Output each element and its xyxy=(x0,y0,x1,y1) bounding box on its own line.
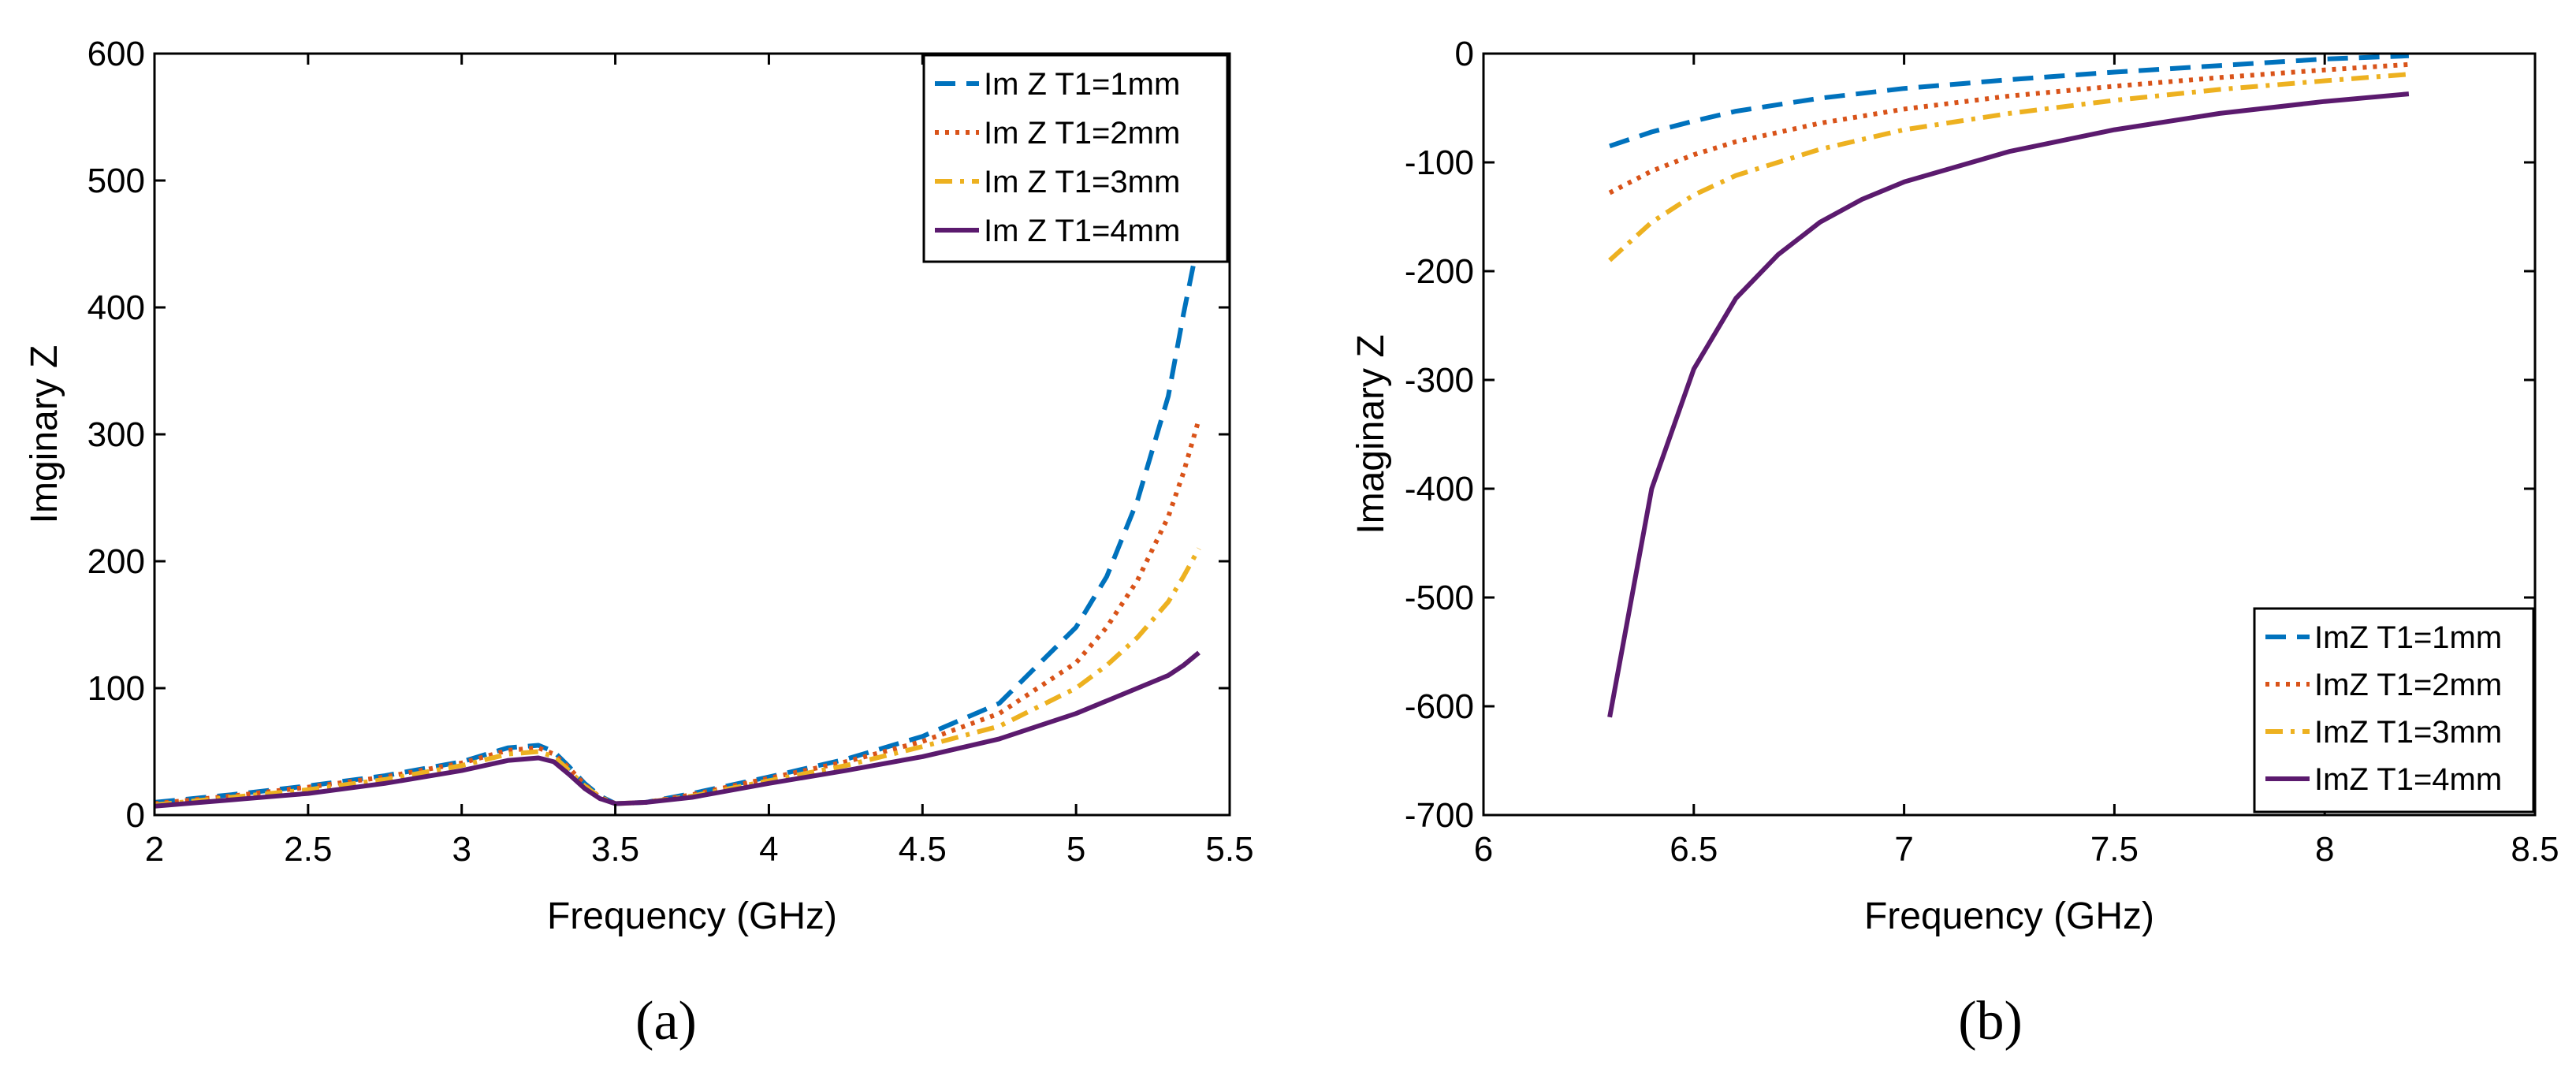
x-tick-label-b: 6.5 xyxy=(1670,830,1718,869)
series-line-b-4 xyxy=(1607,91,2410,718)
y-axis-label-b: Imaginary Z xyxy=(1350,334,1392,534)
x-axis-label-a: Frequency (GHz) xyxy=(547,895,837,937)
x-tick-label-a: 3 xyxy=(452,830,471,869)
legend-entry: Im Z T1=2mm xyxy=(984,116,1180,151)
x-tick-label-a: 2.5 xyxy=(284,830,332,869)
y-tick-label-b: -300 xyxy=(1405,361,1474,400)
y-tick-label-a: 400 xyxy=(87,289,145,327)
series-line-b-1 xyxy=(1609,54,2410,149)
legend-entry: Im Z T1=1mm xyxy=(984,67,1180,102)
chart-panel-a: 2 2.5 3 3.5 4 4.5 5 5.5 0 100 200 300 400 500 600 Frequ… xyxy=(24,35,1254,1052)
legend-entry: ImZ T1=4mm xyxy=(2314,762,2502,797)
y-tick-label-b: 0 xyxy=(1455,35,1474,73)
y-tick-label-b: -500 xyxy=(1405,579,1474,617)
x-tick-label-a: 5.5 xyxy=(1205,830,1253,869)
x-tick-label-a: 2 xyxy=(145,830,164,869)
series-line-a-2 xyxy=(154,418,1201,806)
legend-entry: ImZ T1=3mm xyxy=(2314,715,2502,750)
x-tick-label-b: 8.5 xyxy=(2511,830,2559,869)
x-tick-label-a: 4 xyxy=(759,830,778,869)
y-axis-label-a: Imginary Z xyxy=(24,345,65,524)
legend-a: Im Z T1=1mm Im Z T1=2mm Im Z T1=3mm Im Z T1… xyxy=(922,54,1229,263)
legend-entry: Im Z T1=4mm xyxy=(984,214,1180,248)
series-line-b-3 xyxy=(1608,72,2410,262)
x-tick-label-a: 5 xyxy=(1067,830,1085,869)
chart-panel-b: 6 6.5 7 7.5 8 8.5 -700 -600 -500 -400 -300 -200 -100… xyxy=(1350,35,2559,1052)
y-tick-label-a: 0 xyxy=(126,796,145,835)
y-tick-label-b: -700 xyxy=(1405,796,1474,835)
x-tick-label-b: 7.5 xyxy=(2090,830,2139,869)
series-line-a-4 xyxy=(154,650,1201,809)
legend-entry: ImZ T1=1mm xyxy=(2314,620,2502,655)
x-tick-label-b: 7 xyxy=(1894,830,1913,869)
x-axis-label-b: Frequency (GHz) xyxy=(1864,895,2154,937)
caption-b: (b) xyxy=(1958,991,2023,1052)
caption-a: (a) xyxy=(635,991,697,1052)
y-tick-label-a: 300 xyxy=(87,415,145,454)
series-line-a-3 xyxy=(154,547,1201,808)
series-line-b-2 xyxy=(1608,61,2410,195)
plot-frame-b xyxy=(1482,52,2537,817)
x-tick-label-a: 4.5 xyxy=(899,830,947,869)
y-tick-label-b: -100 xyxy=(1405,143,1474,182)
legend-box xyxy=(922,54,1229,263)
legend-entry: ImZ T1=2mm xyxy=(2314,668,2502,702)
series-line-a-1 xyxy=(154,236,1201,806)
y-tick-label-b: -200 xyxy=(1405,252,1474,291)
y-tick-label-a: 600 xyxy=(87,35,145,73)
y-tick-label-b: -400 xyxy=(1405,470,1474,508)
legend-entry: Im Z T1=3mm xyxy=(984,165,1180,199)
y-tick-label-a: 200 xyxy=(87,542,145,581)
y-tick-label-b: -600 xyxy=(1405,687,1474,726)
x-tick-label-a: 3.5 xyxy=(591,830,639,869)
x-tick-label-b: 6 xyxy=(1474,830,1493,869)
x-tick-label-b: 8 xyxy=(2315,830,2334,869)
y-tick-label-a: 500 xyxy=(87,162,145,200)
legend-b: ImZ T1=1mm ImZ T1=2mm ImZ T1=3mm ImZ T1=4mm xyxy=(2253,607,2535,813)
y-tick-label-a: 100 xyxy=(87,669,145,708)
